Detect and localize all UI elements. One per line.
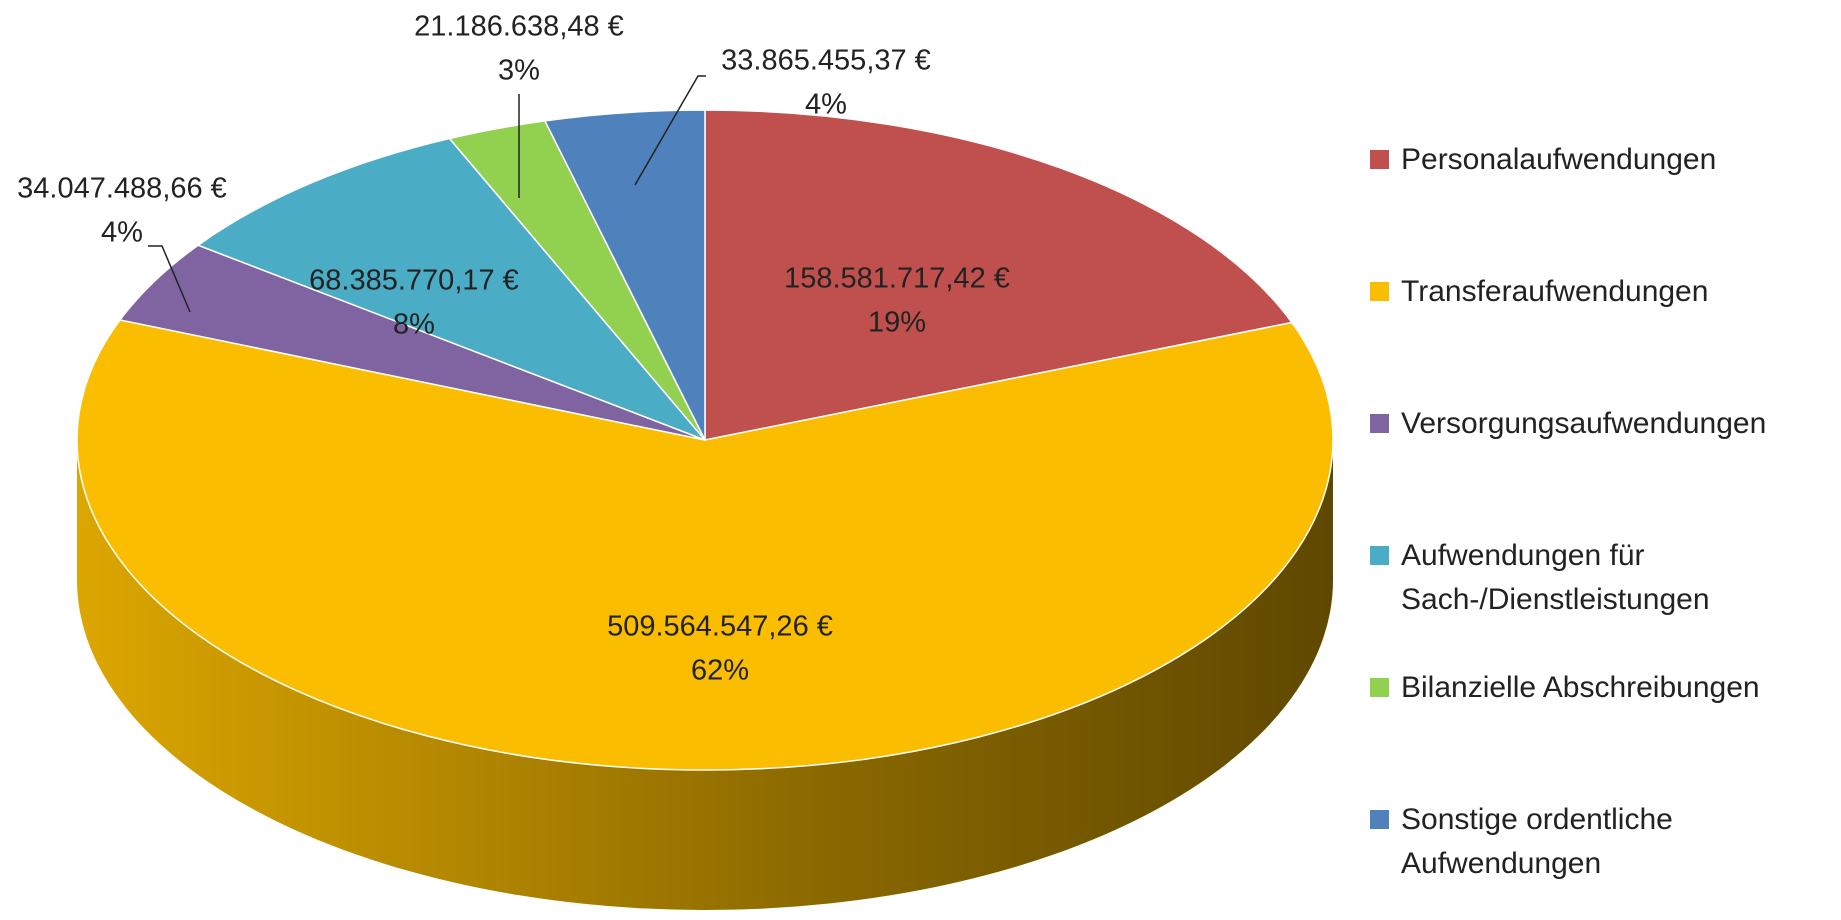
legend-label: Aufwendungen für Sach-/Dienstleistungen xyxy=(1401,539,1710,616)
legend-item: Bilanzielle Abschreibungen xyxy=(1370,666,1826,710)
legend-swatch xyxy=(1370,414,1389,433)
legend-label: Sonstige ordentliche Aufwendungen xyxy=(1401,803,1673,880)
legend-item: Aufwendungen für Sach-/Dienstleistungen xyxy=(1370,534,1826,622)
legend-swatch xyxy=(1370,678,1389,697)
legend-label: Transferaufwendungen xyxy=(1401,275,1709,308)
leader-line xyxy=(148,245,191,313)
percentage-label: 4% xyxy=(805,89,847,121)
percentage-label: 19% xyxy=(868,307,926,339)
slice xyxy=(196,137,706,441)
slice xyxy=(704,109,1294,441)
percentage-label: 4% xyxy=(101,217,143,249)
side-shade xyxy=(77,440,1333,910)
legend-swatch xyxy=(1370,150,1389,169)
percentage-label: 62% xyxy=(691,655,749,687)
slice-tops xyxy=(76,109,1334,771)
value-label: 33.865.455,37 € xyxy=(721,45,931,77)
percentage-label: 3% xyxy=(498,55,540,87)
value-label: 509.564.547,26 € xyxy=(607,611,833,643)
chart: 158.581.717,42 € 19% 509.564.547,26 € 62% 34… xyxy=(17,11,1334,910)
legend-swatch xyxy=(1370,546,1389,565)
legend-swatch xyxy=(1370,810,1389,829)
legend-label: Personalaufwendungen xyxy=(1401,143,1717,176)
legend-item: Versorgungsaufwendungen xyxy=(1370,402,1826,446)
value-label: 158.581.717,42 € xyxy=(784,263,1010,295)
legend-label: Bilanzielle Abschreibungen xyxy=(1401,671,1760,704)
legend-label: Versorgungsaufwendungen xyxy=(1401,407,1767,440)
legend-item: Personalaufwendungen xyxy=(1370,138,1826,182)
slice xyxy=(76,319,1334,771)
value-label: 68.385.770,17 € xyxy=(309,265,519,297)
legend-swatch xyxy=(1370,282,1389,301)
percentage-label: 8% xyxy=(393,309,435,341)
slice xyxy=(543,109,706,441)
legend: Personalaufwendungen Transferaufwendungen… xyxy=(1370,0,1840,920)
value-label: 21.186.638,48 € xyxy=(414,11,624,43)
leader-line xyxy=(634,75,706,186)
legend-item: Sonstige ordentliche Aufwendungen xyxy=(1370,798,1826,886)
value-label: 34.047.488,66 € xyxy=(17,173,227,205)
legend-item: Transferaufwendungen xyxy=(1370,270,1826,314)
slice-sides xyxy=(77,440,1333,910)
